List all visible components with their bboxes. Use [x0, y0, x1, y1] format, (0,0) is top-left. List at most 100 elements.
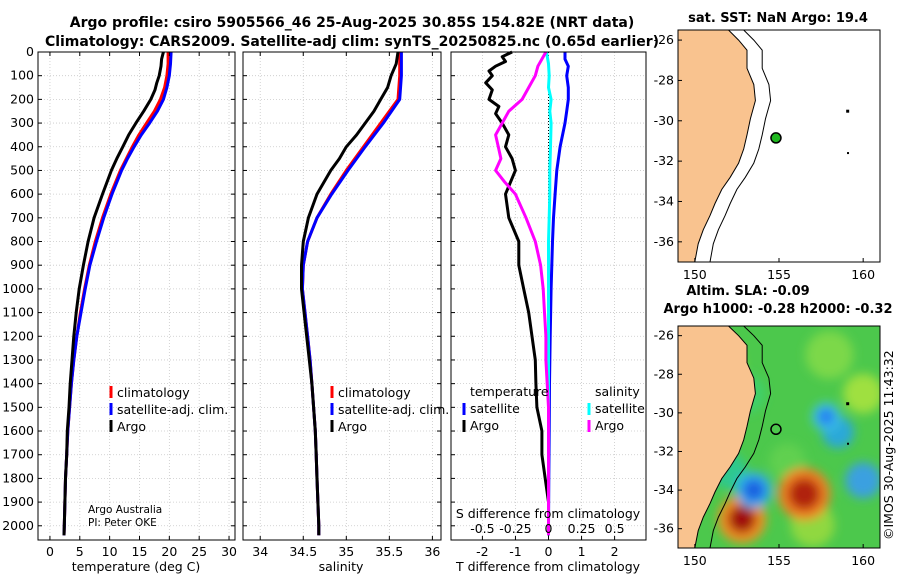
island	[846, 402, 850, 406]
lat-tick-label: -28	[654, 366, 674, 381]
axes-frame	[242, 51, 442, 541]
series-temperature-Argo	[484, 50, 550, 536]
depth-tick-label: 1100	[2, 305, 34, 320]
depth-tick-label: 200	[10, 91, 34, 106]
argo-float-marker	[770, 423, 782, 436]
x-tick-label: 5	[76, 544, 84, 559]
x-tick-label: 25	[191, 544, 207, 559]
depth-tick-label: 700	[10, 210, 34, 225]
lon-tick-label: 160	[851, 553, 875, 568]
sst-map-panel: 150 155 160 -26 -28 -30 -32 -34 -36	[654, 29, 881, 282]
depth-tick-label: 1700	[2, 447, 34, 462]
lat-tick-label: -32	[654, 153, 674, 168]
depth-contour	[709, 30, 772, 262]
legend-satellite: satellite-adj. clim.	[117, 402, 228, 417]
depth-tick-label: 1000	[2, 281, 34, 296]
depth-tick-label: 1500	[2, 399, 34, 414]
argo-float-marker	[770, 132, 782, 144]
x-tick-label: 15	[132, 544, 148, 559]
island	[846, 109, 850, 113]
temperature-panel: 0 5 10 15 20 25 30	[37, 51, 237, 559]
x-tick-label: 0	[46, 544, 54, 559]
anomaly-patch	[805, 330, 854, 379]
diff-legend-sal-argo: Argo	[595, 418, 624, 433]
depth-tick-label: 1900	[2, 494, 34, 509]
lon-tick-label: 160	[851, 267, 875, 282]
depth-tick-label: 1200	[2, 328, 34, 343]
axes-frame	[37, 51, 236, 541]
depth-tick-label: 1400	[2, 376, 34, 391]
x-tick-label-S: 0.25	[568, 521, 596, 536]
lat-tick-label: -26	[654, 32, 674, 47]
x-tick-label: 35	[338, 544, 354, 559]
anomaly-core	[817, 407, 836, 426]
x-tick-label: 35.5	[375, 544, 403, 559]
diff-legend-sal-heading: salinity	[595, 384, 640, 399]
x-tick-label-T: -1	[509, 544, 521, 559]
land	[678, 326, 756, 548]
salinity-xlabel: salinity	[319, 559, 364, 574]
depth-tick-label: 100	[10, 68, 34, 83]
main-title-line2: Climatology: CARS2009. Satellite-adj cli…	[45, 34, 659, 50]
lon-tick-label: 150	[683, 553, 707, 568]
x-tick-label-T: -2	[476, 544, 488, 559]
x-tick-label: 34	[252, 544, 268, 559]
lat-tick-label: -30	[654, 113, 674, 128]
x-tick-label-S: 0	[545, 521, 553, 536]
x-tick-label: 20	[161, 544, 177, 559]
sal-legend-satellite: satellite-adj. clim.	[338, 402, 449, 417]
lat-tick-label: -26	[654, 328, 674, 343]
lon-tick-label: 155	[767, 553, 791, 568]
x-tick-label: 10	[102, 544, 118, 559]
anomaly-core	[727, 505, 756, 534]
series-salinity-Argo	[494, 51, 550, 536]
sal-legend-argo: Argo	[338, 419, 367, 434]
depth-tick-label: 300	[10, 115, 34, 130]
diff-legend-temp-heading: temperature	[470, 384, 549, 399]
x-tick-label-S: 0.5	[605, 521, 625, 536]
x-tick-label-S: -0.5	[470, 521, 494, 536]
depth-tick-label: 1600	[2, 423, 34, 438]
lat-tick-label: -28	[654, 72, 674, 87]
legend-argo: Argo	[117, 419, 146, 434]
diff-legend-temp-argo: Argo	[470, 418, 499, 433]
depth-tick-label: 0	[26, 44, 34, 59]
lat-tick-label: -34	[654, 482, 674, 497]
depth-tick-label: 900	[10, 257, 34, 272]
lon-tick-label: 155	[767, 267, 791, 282]
series-argo	[62, 51, 165, 536]
lon-tick-label: 150	[683, 267, 707, 282]
anomaly-core	[742, 479, 765, 502]
temperature-xlabel: temperature (deg C)	[72, 559, 201, 574]
anomaly-patch	[845, 462, 880, 499]
diff-legend-temp-satellite: satellite	[470, 401, 520, 416]
depth-tick-label: 400	[10, 139, 34, 154]
x-tick-label: 36	[424, 544, 440, 559]
island	[847, 152, 850, 155]
sla-map-title-line2: Argo h1000: -0.28 h2000: -0.32	[663, 302, 892, 317]
depth-tick-label: 1800	[2, 470, 34, 485]
main-title-line1: Argo profile: csiro 5905566_46 25-Aug-20…	[70, 15, 634, 31]
annotation-pi: PI: Peter OKE	[88, 517, 157, 529]
plot-area	[38, 52, 235, 540]
x-tick-label-S: -0.25	[499, 521, 531, 536]
x-tick-label-T: 2	[611, 544, 619, 559]
lat-tick-label: -36	[654, 234, 674, 249]
lat-tick-label: -36	[654, 521, 674, 536]
anomaly-core	[788, 477, 821, 510]
sla-map-panel: 150 155 160 -26 -28 -30 -32 -34 -36	[654, 325, 881, 568]
diff-xlabel-salinity: S difference from climatology	[456, 506, 641, 521]
depth-tick-label: 1300	[2, 352, 34, 367]
salinity-panel: 34 34.5 35 35.5 36	[242, 51, 442, 559]
lat-tick-label: -34	[654, 193, 674, 208]
difference-panel: -2 -1 0 1 2 -0.5 -0.25 0 0.25 0.5	[450, 50, 647, 559]
diff-legend-sal-satellite: satellite	[595, 401, 645, 416]
x-tick-label: 30	[221, 544, 237, 559]
lat-tick-label: -30	[654, 405, 674, 420]
diff-xlabel-temperature: T difference from climatology	[455, 559, 641, 574]
island	[847, 442, 850, 445]
plot-area	[243, 52, 441, 540]
legend-climatology: climatology	[117, 385, 190, 400]
depth-tick-label: 500	[10, 162, 34, 177]
